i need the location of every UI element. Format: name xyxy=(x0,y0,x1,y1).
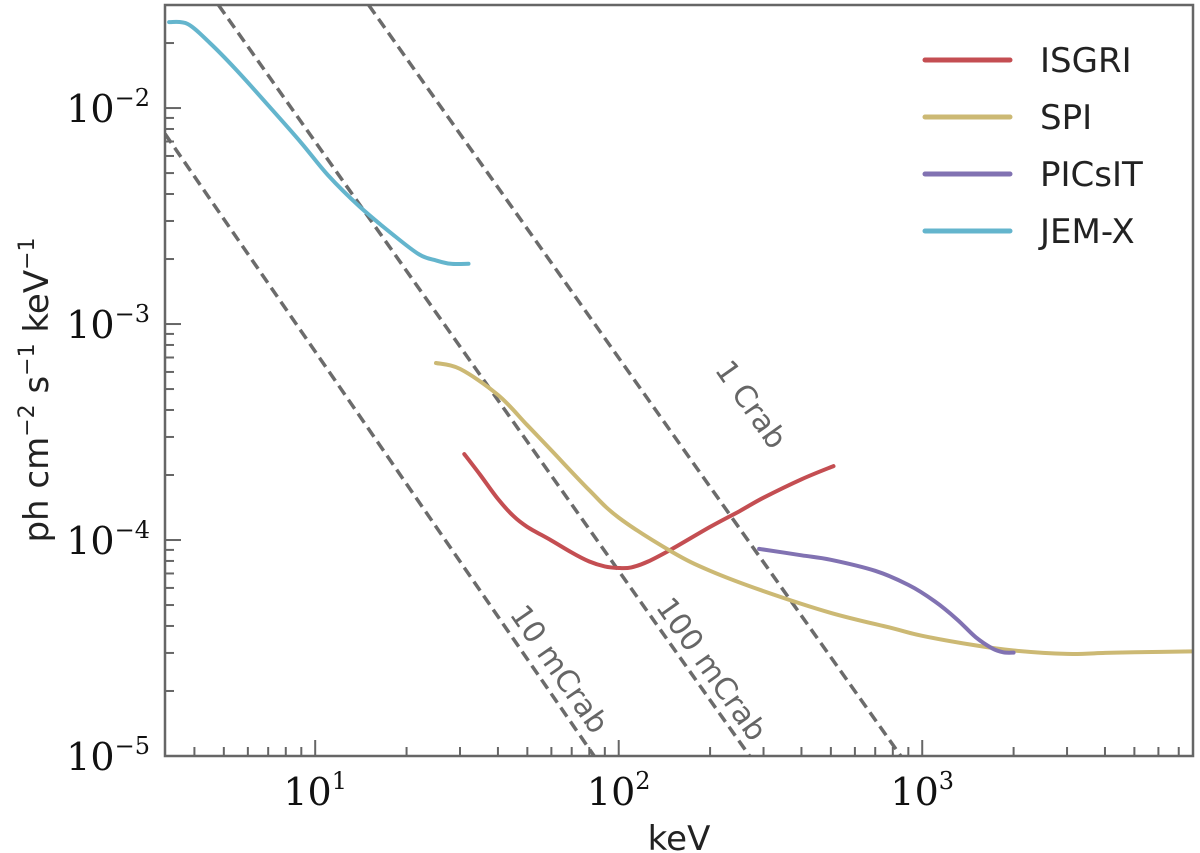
plot-frame xyxy=(163,3,1195,758)
y-tick-label: 10−2 xyxy=(66,84,150,131)
legend-label-jem-x: JEM-X xyxy=(1038,212,1135,252)
y-tick-label: 10−5 xyxy=(66,732,150,779)
legend-label-isgri: ISGRI xyxy=(1040,41,1132,81)
y-tick-label: 10−4 xyxy=(66,516,150,563)
reference-label-1-crab: 1 Crab xyxy=(707,354,793,455)
series-line-jem-x xyxy=(167,19,471,267)
reference-label-10-mcrab: 10 mCrab xyxy=(502,599,615,740)
reference-line-100-mcrab xyxy=(217,5,752,756)
x-tick-label: 101 xyxy=(283,767,347,814)
series-line-picsit xyxy=(757,546,1016,655)
axis-ticks xyxy=(165,4,1180,757)
reference-line-1-crab xyxy=(367,5,903,756)
series-line-spi xyxy=(434,361,1193,656)
y-axis-title: ph cm−2 s−1 keV−1 xyxy=(15,237,57,542)
legend-label-picsit: PICsIT xyxy=(1040,155,1143,195)
legend-label-spi: SPI xyxy=(1040,98,1092,138)
legend: ISGRI SPI PICsIT JEM-X xyxy=(922,41,1143,252)
y-tick-label: 10−3 xyxy=(66,300,150,347)
reference-line-10-mcrab xyxy=(165,132,596,756)
plot-area: 10 mCrab 100 mCrab 1 Crab xyxy=(165,5,1193,756)
x-axis-title: keV xyxy=(648,819,711,853)
reference-label-100-mcrab: 100 mCrab xyxy=(648,591,773,747)
x-tick-label: 102 xyxy=(587,767,651,814)
x-tick-label: 103 xyxy=(890,767,954,814)
tick-labels: 101 102 103 10−2 10−3 10−4 10−5 xyxy=(66,84,954,814)
series-line-isgri xyxy=(462,452,836,571)
